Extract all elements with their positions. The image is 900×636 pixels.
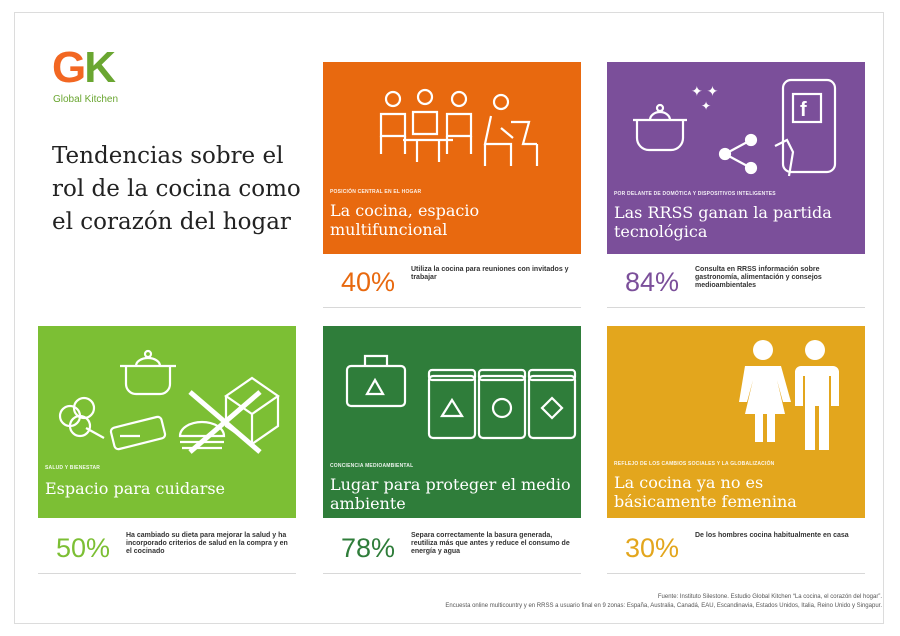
survey-note: Encuesta online multicountry y en RRSS a… (445, 603, 882, 609)
svg-text:✦: ✦ (701, 99, 711, 113)
card-title: La cocina, espacio multifuncional (330, 201, 480, 239)
card-environment: Conciencia medioambiental Lugar para pro… (323, 326, 581, 518)
stat-description: Utiliza la cocina para reuniones con inv… (411, 266, 569, 281)
source-note: Fuente: Instituto Silestone. Estudio Glo… (657, 594, 882, 600)
card-multifunctional: Posición central en el hogar La cocina, … (323, 62, 581, 254)
card-kicker: Por delante de domótica y dispositivos i… (614, 191, 776, 197)
logo-letter-g: G (52, 43, 86, 92)
card-social-media: ✦ ✦ ✦ f Por delante de domótica y disposi… (607, 62, 865, 254)
page-title: Tendencias sobre el rol de la cocina com… (52, 143, 301, 235)
stat-description: Consulta en RRSS información sobre gastr… (695, 266, 822, 289)
card-title: Las RRSS ganan la partida tecnológica (614, 203, 832, 241)
card-kicker: Conciencia medioambiental (330, 463, 414, 469)
card-kicker: Reflejo de los cambios sociales y la glo… (614, 461, 775, 467)
stat-percent: 84% (625, 267, 680, 297)
card-title: La cocina ya no es básicamente femenina (614, 473, 797, 511)
stat-description: Ha cambiado su dieta para mejorar la sal… (126, 532, 288, 555)
stat-description: Separa correctamente la basura generada,… (411, 532, 570, 555)
card-kicker: Salud y bienestar (45, 465, 101, 471)
social-media-phone-icon: ✦ ✦✦ f (633, 78, 837, 177)
card-kicker: Posición central en el hogar (330, 189, 422, 195)
stat-gender: 30% De los hombres cocina habitualmente … (607, 523, 865, 574)
stat-percent: 30% (625, 533, 680, 563)
card-title: Lugar para proteger el medio ambiente (330, 475, 571, 513)
svg-text:f: f (800, 99, 807, 121)
logo-name: Global Kitchen (53, 94, 119, 105)
recycling-bins-icon (345, 354, 577, 440)
card-title: Espacio para cuidarse (45, 479, 226, 498)
stat-social-media: 84% Consulta en RRSS información sobre g… (607, 257, 865, 308)
stat-health: 50% Ha cambiado su dieta para mejorar la… (38, 523, 296, 574)
svg-text:✦ ✦: ✦ ✦ (691, 83, 719, 99)
logo-letter-k: K (84, 43, 116, 92)
stat-percent: 78% (341, 533, 396, 563)
gk-logo: GK (52, 43, 116, 92)
healthy-cooking-icon (58, 349, 280, 454)
woman-man-icon (739, 340, 839, 450)
stat-percent: 50% (56, 533, 111, 563)
stat-environment: 78% Separa correctamente la basura gener… (323, 523, 581, 574)
card-gender: Reflejo de los cambios sociales y la glo… (607, 326, 865, 518)
stat-description: De los hombres cocina habitualmente en c… (695, 532, 849, 539)
stat-multifunctional: 40% Utiliza la cocina para reuniones con… (323, 257, 581, 308)
people-at-table-icon (379, 88, 539, 166)
stat-percent: 40% (341, 267, 396, 297)
card-health: Salud y bienestar Espacio para cuidarse (38, 326, 296, 518)
